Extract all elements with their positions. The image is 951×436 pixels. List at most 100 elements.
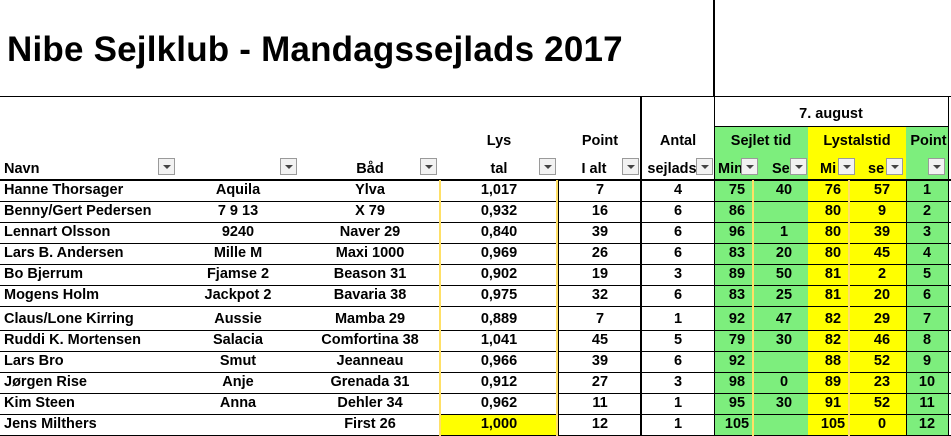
point-cell[interactable]: 19: [591, 266, 609, 282]
lys-cell[interactable]: 0,969: [480, 245, 518, 261]
sejlet-min-cell[interactable]: 95: [728, 395, 746, 411]
sejlet-min-cell[interactable]: 96: [728, 224, 746, 240]
sejlnr-cell[interactable]: Anje: [222, 374, 254, 390]
point-cell[interactable]: 39: [591, 353, 609, 369]
lystal-sek-cell[interactable]: 0: [877, 416, 887, 432]
point-cell[interactable]: 7: [595, 182, 605, 198]
lys-cell[interactable]: 1,017: [480, 182, 518, 198]
sejlnr-cell[interactable]: Aussie: [214, 311, 262, 327]
sejlet-sek-cell[interactable]: 47: [775, 311, 793, 327]
sejlet-min-cell[interactable]: 92: [728, 353, 746, 369]
place-cell[interactable]: 6: [922, 287, 932, 303]
navn-cell[interactable]: Mogens Holm: [4, 287, 100, 303]
baad-cell[interactable]: Beason 31: [333, 266, 407, 282]
lystal-min-cell[interactable]: 80: [824, 203, 842, 219]
antal-cell[interactable]: 3: [673, 266, 683, 282]
lystal-sek-cell[interactable]: 2: [877, 266, 887, 282]
point-cell[interactable]: 26: [591, 245, 609, 261]
baad-cell[interactable]: Comfortina 38: [321, 332, 419, 348]
lystal-min-cell[interactable]: 88: [824, 353, 842, 369]
antal-cell[interactable]: 6: [673, 224, 683, 240]
sejlet-min-cell[interactable]: 75: [728, 182, 746, 198]
antal-cell[interactable]: 5: [673, 332, 683, 348]
lys-cell[interactable]: 0,840: [480, 224, 518, 240]
point-cell[interactable]: 27: [591, 374, 609, 390]
point-cell[interactable]: 32: [591, 287, 609, 303]
sejlet-sek-cell[interactable]: 1: [779, 224, 789, 240]
place-cell[interactable]: 1: [922, 182, 932, 198]
lystal-sek-cell[interactable]: 45: [873, 245, 891, 261]
antal-cell[interactable]: 6: [673, 203, 683, 219]
sejlet-min-cell[interactable]: 79: [728, 332, 746, 348]
lystal-sek-cell[interactable]: 39: [873, 224, 891, 240]
sejlet-sek-cell[interactable]: 30: [775, 395, 793, 411]
lystal-min-filter-button[interactable]: [838, 158, 855, 175]
place-cell[interactable]: 12: [918, 416, 936, 432]
baad-cell[interactable]: Grenada 31: [330, 374, 410, 390]
sejlnr-cell[interactable]: Mille M: [213, 245, 263, 261]
sejlnr-cell[interactable]: Anna: [219, 395, 257, 411]
antal-cell[interactable]: 3: [673, 374, 683, 390]
lystal-min-cell[interactable]: 81: [824, 266, 842, 282]
sejlet-sek-cell[interactable]: [760, 414, 808, 435]
point-cell[interactable]: 11: [592, 395, 608, 411]
sejlnr-cell[interactable]: 7 9 13: [217, 203, 259, 219]
sejlet-min-cell[interactable]: 105: [724, 416, 750, 432]
sejlet-sek-filter-button[interactable]: [790, 158, 807, 175]
sejlnr-cell[interactable]: Smut: [219, 353, 257, 369]
baad-filter-button[interactable]: [420, 158, 437, 175]
lystal-sek-cell[interactable]: 46: [873, 332, 891, 348]
lystal-min-cell[interactable]: 82: [824, 311, 842, 327]
place-cell[interactable]: 7: [922, 311, 932, 327]
lystal-min-cell[interactable]: 91: [824, 395, 842, 411]
sejlet-sek-cell[interactable]: [760, 351, 808, 372]
lys-cell[interactable]: 0,932: [480, 203, 518, 219]
place-cell[interactable]: 2: [922, 203, 932, 219]
baad-cell[interactable]: Ylva: [355, 182, 385, 198]
lystal-min-cell[interactable]: 76: [824, 182, 842, 198]
lys-cell[interactable]: 0,975: [480, 287, 518, 303]
navn-cell[interactable]: Lars Bro: [4, 353, 64, 369]
sejlnr-cell[interactable]: [178, 414, 298, 435]
sejlet-sek-cell[interactable]: 0: [779, 374, 789, 390]
place-cell[interactable]: 11: [919, 395, 935, 411]
navn-cell[interactable]: Jens Milthers: [4, 416, 97, 432]
sejlet-sek-cell[interactable]: 40: [775, 182, 793, 198]
sejlet-min-filter-button[interactable]: [741, 158, 758, 175]
lys-cell[interactable]: 0,902: [480, 266, 518, 282]
lystal-sek-cell[interactable]: 29: [873, 311, 891, 327]
sejlnr-cell[interactable]: Jackpot 2: [204, 287, 272, 303]
navn-filter-button[interactable]: [158, 158, 175, 175]
antal-cell[interactable]: 6: [673, 245, 683, 261]
lystal-min-cell[interactable]: 82: [824, 332, 842, 348]
lys-cell[interactable]: 0,889: [480, 311, 518, 327]
antal-cell[interactable]: 6: [673, 353, 683, 369]
lystal-min-cell[interactable]: 89: [824, 374, 842, 390]
place-cell[interactable]: 8: [922, 332, 932, 348]
baad-cell[interactable]: X 79: [355, 203, 385, 219]
baad-cell[interactable]: Naver 29: [339, 224, 401, 240]
navn-cell[interactable]: Lennart Olsson: [4, 224, 111, 240]
navn-cell[interactable]: Claus/Lone Kirring: [4, 311, 134, 327]
place-cell[interactable]: 4: [922, 245, 932, 261]
lys-cell[interactable]: 0,912: [480, 374, 518, 390]
lystal-min-cell[interactable]: 80: [824, 245, 842, 261]
baad-cell[interactable]: Mamba 29: [334, 311, 406, 327]
navn-cell[interactable]: Bo Bjerrum: [4, 266, 83, 282]
lystal-sek-cell[interactable]: 23: [873, 374, 891, 390]
sejlet-sek-cell[interactable]: 50: [775, 266, 793, 282]
antal-cell[interactable]: 1: [673, 416, 683, 432]
sejlet-sek-cell[interactable]: 25: [775, 287, 793, 303]
antal-cell[interactable]: 1: [673, 311, 683, 327]
place-cell[interactable]: 9: [922, 353, 932, 369]
baad-cell[interactable]: Jeanneau: [336, 353, 404, 369]
sejlet-sek-cell[interactable]: [760, 201, 808, 222]
lys-filter-button[interactable]: [539, 158, 556, 175]
point-cell[interactable]: 16: [591, 203, 609, 219]
lystal-sek-cell[interactable]: 20: [873, 287, 891, 303]
baad-cell[interactable]: First 26: [344, 416, 396, 432]
antal-cell[interactable]: 1: [673, 395, 683, 411]
navn-cell[interactable]: Benny/Gert Pedersen: [4, 203, 152, 219]
sejlet-min-cell[interactable]: 83: [728, 287, 746, 303]
navn-cell[interactable]: Ruddi K. Mortensen: [4, 332, 141, 348]
